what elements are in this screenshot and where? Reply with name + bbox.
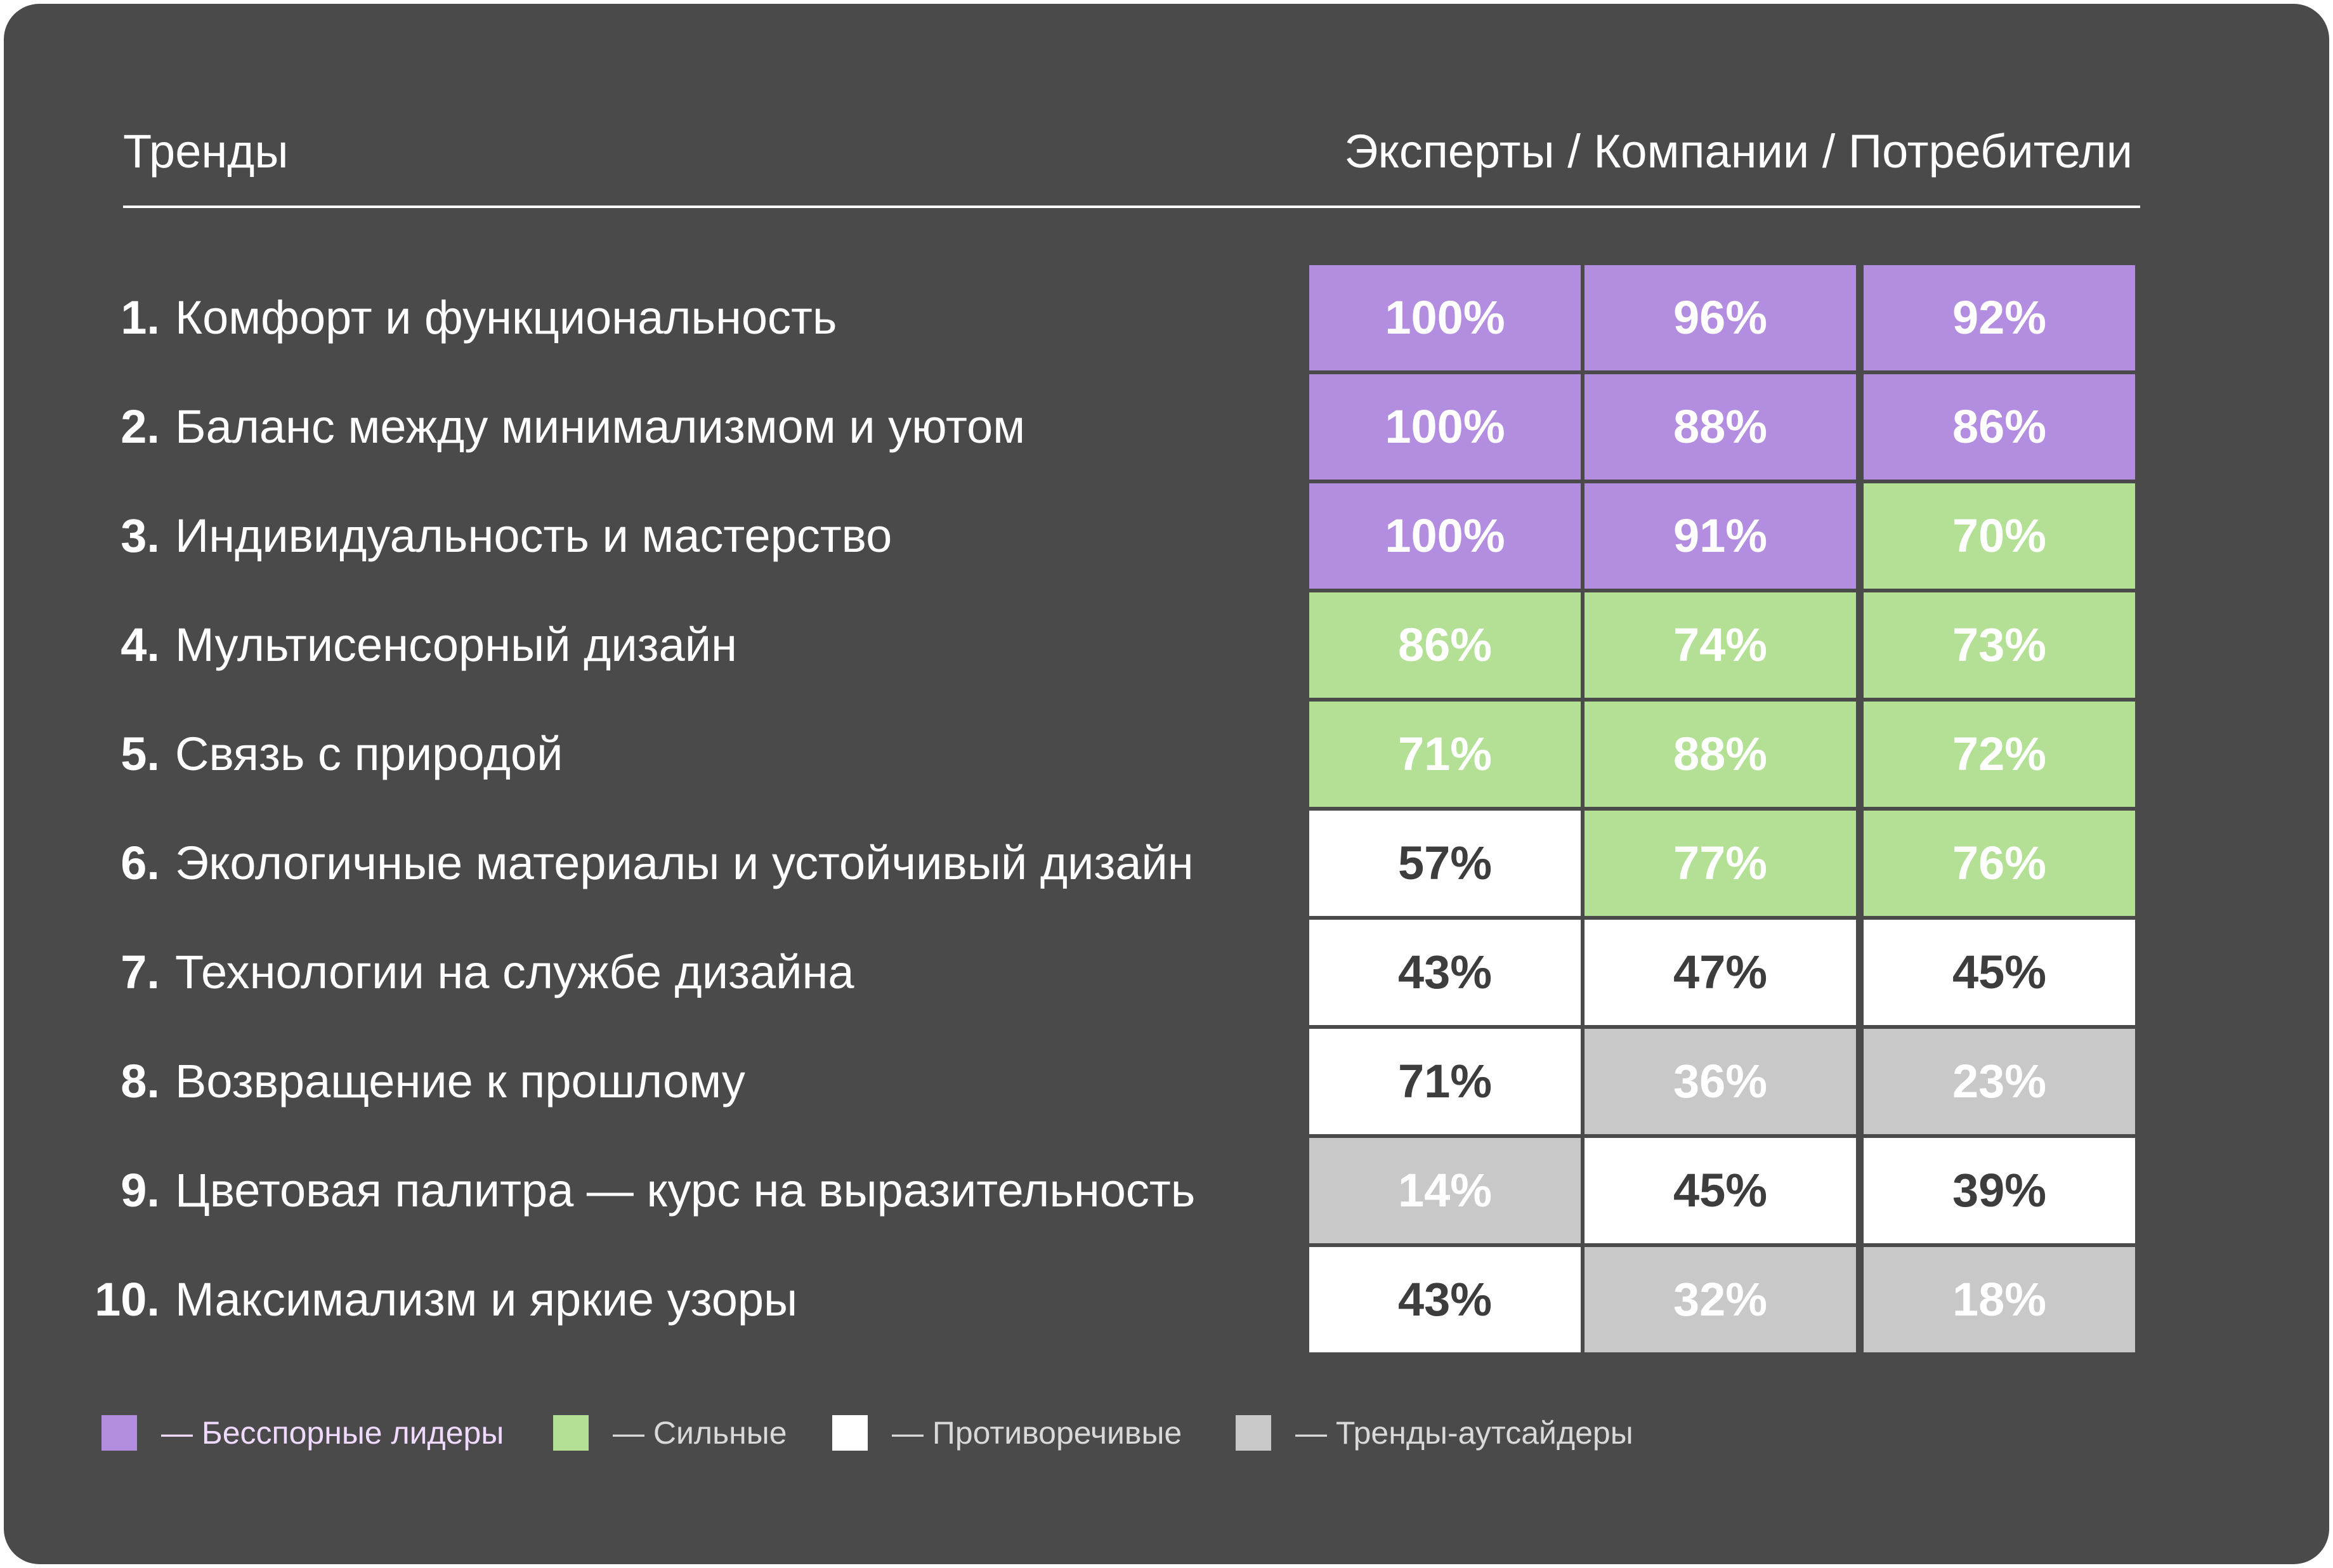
value-cell: 71% <box>1309 1029 1581 1134</box>
value-cell: 76% <box>1864 811 2135 916</box>
value-cell: 36% <box>1585 1029 1856 1134</box>
trend-label: Максимализм и яркие узоры <box>175 1273 798 1326</box>
value-cell: 18% <box>1864 1247 2135 1352</box>
value-cell: 47% <box>1585 920 1856 1025</box>
trend-number: 6. <box>121 837 160 889</box>
trend-number: 4. <box>121 618 160 671</box>
legend-item: — Противоречивые <box>832 1414 1182 1451</box>
trend-number: 3. <box>121 509 160 562</box>
value-cell: 88% <box>1585 702 1856 807</box>
trend-number: 5. <box>121 728 160 780</box>
value-cell: 45% <box>1585 1138 1856 1243</box>
value-cell: 86% <box>1309 592 1581 698</box>
value-cell: 32% <box>1585 1247 1856 1352</box>
legend-label: — Противоречивые <box>892 1415 1182 1451</box>
value-cell: 96% <box>1585 265 1856 370</box>
legend-item: — Бесспорные лидеры <box>101 1414 504 1451</box>
trend-label: Баланс между минимализмом и уютом <box>175 400 1026 453</box>
value-cell: 88% <box>1585 374 1856 480</box>
value-cell: 57% <box>1309 811 1581 916</box>
legend-swatch <box>553 1415 589 1451</box>
value-cell: 71% <box>1309 702 1581 807</box>
value-cell: 73% <box>1864 592 2135 698</box>
trend-number: 10. <box>95 1273 160 1326</box>
value-cell: 43% <box>1309 1247 1581 1352</box>
value-cell: 74% <box>1585 592 1856 698</box>
trend-label: Экологичные материалы и устойчивый дизай… <box>175 837 1194 889</box>
header-divider <box>123 206 2140 208</box>
legend-item: — Сильные <box>553 1414 787 1451</box>
columns-header: Эксперты / Компании / Потребители <box>1344 125 2133 178</box>
legend-swatch <box>832 1415 868 1451</box>
value-cell: 100% <box>1309 374 1581 480</box>
trend-number: 2. <box>121 400 160 453</box>
trend-label: Возвращение к прошлому <box>175 1055 745 1107</box>
trend-label: Связь с природой <box>175 728 563 780</box>
value-cell: 86% <box>1864 374 2135 480</box>
trend-number: 9. <box>121 1164 160 1217</box>
legend-label: — Тренды-аутсайдеры <box>1295 1415 1633 1451</box>
value-cell: 45% <box>1864 920 2135 1025</box>
trend-number: 7. <box>121 946 160 998</box>
value-cell: 77% <box>1585 811 1856 916</box>
value-cell: 91% <box>1585 483 1856 589</box>
legend-label: — Бесспорные лидеры <box>161 1415 504 1451</box>
trend-label: Цветовая палитра — курс на выразительнос… <box>175 1164 1196 1217</box>
legend-swatch <box>101 1415 137 1451</box>
value-cell: 70% <box>1864 483 2135 589</box>
legend-item: — Тренды-аутсайдеры <box>1236 1414 1633 1451</box>
legend-label: — Сильные <box>613 1415 787 1451</box>
value-cell: 100% <box>1309 265 1581 370</box>
value-cell: 100% <box>1309 483 1581 589</box>
trend-label: Мультисенсорный дизайн <box>175 618 737 671</box>
legend-swatch <box>1236 1415 1271 1451</box>
value-cell: 39% <box>1864 1138 2135 1243</box>
value-cell: 72% <box>1864 702 2135 807</box>
trend-label: Комфорт и функциональность <box>175 291 837 344</box>
value-cell: 23% <box>1864 1029 2135 1134</box>
value-cell: 43% <box>1309 920 1581 1025</box>
trend-label: Технологии на службе дизайна <box>175 946 854 998</box>
trend-label: Индивидуальность и мастерство <box>175 509 892 562</box>
trends-table-card: Тренды Эксперты / Компании / Потребители… <box>4 4 2329 1564</box>
trend-number: 8. <box>121 1055 160 1107</box>
table-title: Тренды <box>123 125 289 178</box>
trend-number: 1. <box>121 291 160 344</box>
value-cell: 14% <box>1309 1138 1581 1243</box>
value-cell: 92% <box>1864 265 2135 370</box>
